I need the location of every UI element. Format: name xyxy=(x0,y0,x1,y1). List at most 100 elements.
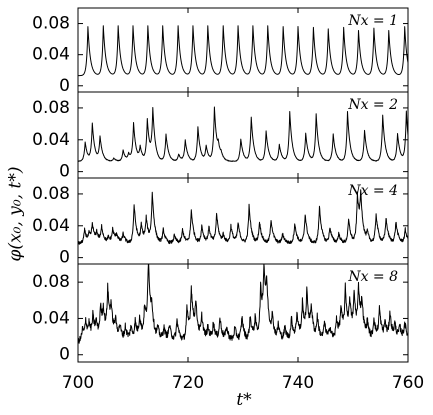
peak-point xyxy=(345,292,346,293)
peak-point xyxy=(358,30,359,31)
peak-point xyxy=(100,309,101,310)
peak-point xyxy=(223,235,224,236)
peak-point xyxy=(251,117,252,118)
x-tick-label: 720 xyxy=(172,373,204,393)
y-tick-label: 0.04 xyxy=(32,45,70,65)
panel-1: 0 0.04 0.08 Nx = 1 xyxy=(32,7,409,96)
peak-point xyxy=(311,311,312,312)
peak-point xyxy=(305,213,306,214)
peak-point xyxy=(116,235,117,236)
peak-point xyxy=(333,134,334,135)
peak-point xyxy=(132,25,133,26)
peak-point xyxy=(294,223,295,224)
peak-point xyxy=(361,309,362,310)
peak-point xyxy=(201,318,202,319)
peak-point xyxy=(358,292,359,293)
peak-point xyxy=(367,322,368,323)
peak-point xyxy=(385,217,386,218)
y-axis-label: φ(x₀, y₀, t*) xyxy=(6,167,26,262)
peak-point xyxy=(107,292,108,293)
peak-point xyxy=(152,193,153,194)
peak-point xyxy=(186,309,187,310)
panels: 0 0.04 0.08 Nx = 1 0 0.04 0.08 Nx = 2 0 0.04 0.08 N… xyxy=(32,7,409,365)
y-tick-label: 0.04 xyxy=(32,130,70,150)
peak-point xyxy=(169,325,170,326)
peak-point xyxy=(92,318,93,319)
y-tick-label: 0.08 xyxy=(32,98,70,118)
peak-point xyxy=(118,25,119,26)
peak-point xyxy=(348,219,349,220)
peak-point xyxy=(364,130,365,131)
x-tick-label: 700 xyxy=(62,373,94,393)
peak-point xyxy=(263,277,264,278)
peak-point xyxy=(213,322,214,323)
peak-point xyxy=(146,219,147,220)
peak-point xyxy=(157,329,158,330)
series-line xyxy=(77,189,409,245)
peak-point xyxy=(279,144,280,145)
peak-point xyxy=(123,233,124,234)
x-axis: 700 720 740 760 xyxy=(62,373,424,393)
peak-point xyxy=(376,213,377,214)
peak-point xyxy=(152,111,153,112)
peak-point xyxy=(182,229,183,230)
peak-point xyxy=(147,119,148,120)
y-tick-label: 0 xyxy=(59,162,70,182)
peak-point xyxy=(103,25,104,26)
peak-point xyxy=(88,327,89,328)
peak-point xyxy=(241,316,242,317)
peak-point xyxy=(88,235,89,236)
peak-point xyxy=(379,309,380,310)
y-tick-label: 0.08 xyxy=(32,14,70,34)
peak-point xyxy=(324,322,325,323)
peak-point xyxy=(219,318,220,319)
peak-point xyxy=(214,107,215,108)
panel-label: Nx = 4 xyxy=(347,183,398,199)
peak-point xyxy=(319,205,320,206)
peak-point xyxy=(216,213,217,214)
peak-point xyxy=(144,309,145,310)
panel-3: 0 0.04 0.08 Nx = 4 xyxy=(32,177,409,268)
peak-point xyxy=(329,227,330,228)
peak-point xyxy=(133,123,134,124)
peak-point xyxy=(115,322,116,323)
peak-point xyxy=(207,327,208,328)
peak-point xyxy=(394,325,395,326)
peak-point xyxy=(404,322,405,323)
peak-point xyxy=(272,318,273,319)
peak-point xyxy=(139,318,140,319)
peak-point xyxy=(84,229,85,230)
peak-point xyxy=(201,225,202,226)
peak-point xyxy=(340,309,341,310)
peak-point xyxy=(266,300,267,301)
peak-point xyxy=(130,327,131,328)
peak-point xyxy=(270,219,271,220)
peak-point xyxy=(278,325,279,326)
peak-point xyxy=(338,233,339,234)
peak-point xyxy=(147,25,148,26)
y-tick-label: 0 xyxy=(59,345,70,365)
peak-point xyxy=(148,265,149,266)
peak-point xyxy=(234,327,235,328)
peak-point xyxy=(112,229,113,230)
peak-point xyxy=(163,327,164,328)
peak-point xyxy=(197,126,198,127)
panel-4: 0 0.04 0.08 Nx = 8 xyxy=(32,263,409,365)
peak-point xyxy=(389,313,390,314)
y-tick-label: 0.04 xyxy=(32,216,70,236)
series-line xyxy=(77,106,409,162)
peak-point xyxy=(192,25,193,26)
peak-point xyxy=(135,322,136,323)
peak-point xyxy=(85,142,86,143)
peak-point xyxy=(250,316,251,317)
x-axis-label: t* xyxy=(236,390,252,410)
peak-point xyxy=(266,130,267,131)
peak-point xyxy=(399,327,400,328)
peak-point xyxy=(82,329,83,330)
peak-point xyxy=(237,223,238,224)
peak-point xyxy=(248,205,249,206)
peak-point xyxy=(284,327,285,328)
peak-point xyxy=(176,320,177,321)
peak-point xyxy=(178,25,179,26)
